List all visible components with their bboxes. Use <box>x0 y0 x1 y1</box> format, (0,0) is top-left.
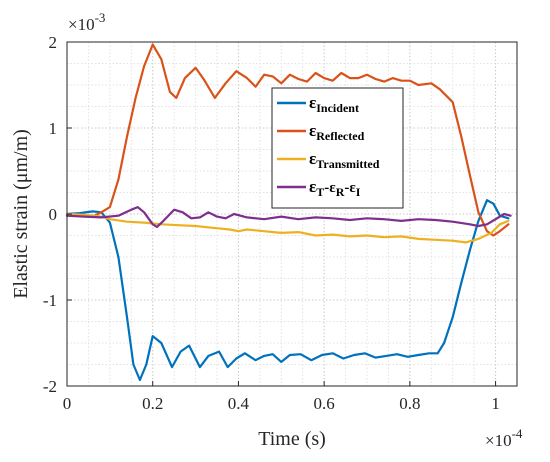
x-tick-label: 0.6 <box>314 394 335 413</box>
legend-entry: εReflected <box>277 121 365 143</box>
x-tick-label: 0.8 <box>399 394 420 413</box>
y-tick-label: -1 <box>43 291 57 310</box>
series-line <box>65 206 512 228</box>
x-tick-label: 0.2 <box>142 394 163 413</box>
legend-entry: εTransmitted <box>277 149 380 171</box>
x-axis-label: Time (s) <box>258 428 326 450</box>
series-line <box>65 212 510 244</box>
y-multiplier: ×10-3 <box>68 10 105 34</box>
y-tick-label: 0 <box>49 205 58 224</box>
x-multiplier: ×10-4 <box>485 426 523 450</box>
x-tick-label: 0 <box>63 394 72 413</box>
svg-text:εTransmitted: εTransmitted <box>309 149 380 171</box>
series-line <box>65 199 510 382</box>
legend-label-difference: ε_T-ε_R-ε_I <box>308 191 314 193</box>
legend-entry: εIncident <box>277 93 359 115</box>
x-tick-label: 0.4 <box>228 394 250 413</box>
y-axis-label: Elastic strain (μm/m) <box>10 129 32 299</box>
svg-text:εT-εR-εI: εT-εR-εI <box>309 177 361 199</box>
series-line <box>65 43 510 237</box>
y-tick-label: 1 <box>49 119 58 138</box>
svg-text:εIncident: εIncident <box>309 93 359 115</box>
legend: εIncident εReflected εTransmitted ε_T-ε_… <box>271 87 404 209</box>
y-tick-label: -2 <box>43 377 57 396</box>
x-tick-label: 1 <box>491 394 500 413</box>
y-tick-label: 2 <box>49 33 58 52</box>
legend-entry: ε_T-ε_R-ε_I εT-εR-εI <box>277 177 361 199</box>
series-layer <box>65 43 512 382</box>
axis-ticks: 0 0.2 0.4 0.6 0.8 1 -2 -1 0 1 2 <box>43 33 500 413</box>
svg-text:εReflected: εReflected <box>309 121 365 143</box>
